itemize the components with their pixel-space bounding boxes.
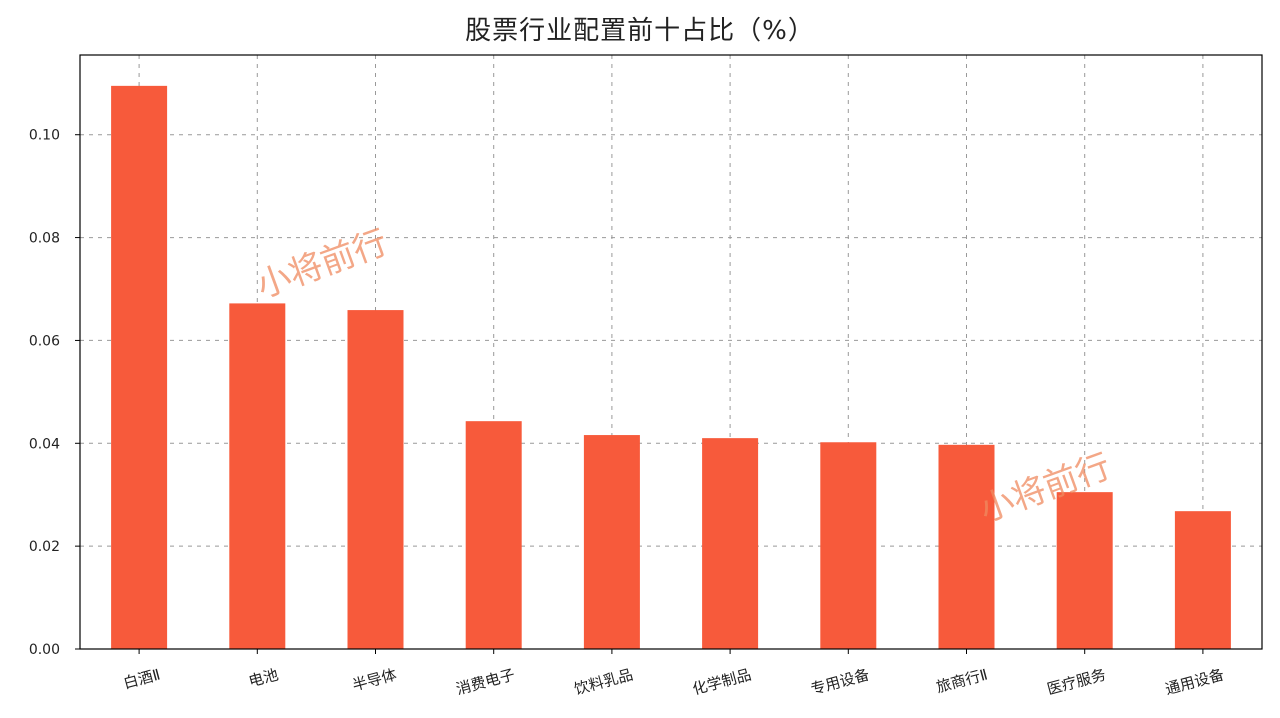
- y-tick-label: 0.00: [29, 642, 60, 658]
- bars: [111, 85, 1231, 650]
- x-tick-label: 电池: [247, 665, 281, 690]
- x-tick-label: 白酒Ⅱ: [121, 665, 162, 692]
- bar: [820, 442, 877, 649]
- bar: [938, 444, 995, 649]
- x-tick-label: 医疗服务: [1045, 665, 1108, 698]
- bar: [229, 303, 286, 649]
- x-tick-label: 消费电子: [454, 665, 517, 698]
- bar: [1056, 492, 1113, 649]
- chart-title: 股票行业配置前十占比（%）: [465, 16, 815, 46]
- x-tick-label: 化学制品: [691, 665, 754, 698]
- x-tick-label: 通用设备: [1163, 665, 1226, 698]
- bar: [583, 435, 640, 649]
- bar: [347, 310, 404, 649]
- bar: [465, 421, 522, 649]
- y-tick-label: 0.10: [29, 128, 60, 144]
- x-tick-label: 饮料乳品: [572, 665, 635, 698]
- y-tick-label: 0.06: [29, 333, 60, 349]
- bar: [111, 85, 168, 650]
- x-tick-label: 专用设备: [809, 665, 872, 698]
- bar: [702, 438, 759, 649]
- y-tick-label: 0.04: [29, 436, 60, 452]
- bar: [1174, 511, 1231, 649]
- x-axis: 白酒Ⅱ 电池 半导体 消费电子 饮料乳品 化学制品 专用设备 旅商行Ⅱ 医疗服务 通用设备: [121, 649, 1226, 698]
- x-tick-label: 半导体: [350, 665, 398, 694]
- plot-frame: [79, 54, 1263, 650]
- y-axis: 0.00 0.02 0.04 0.06 0.08 0.10: [29, 128, 80, 658]
- y-tick-label: 0.08: [29, 231, 60, 247]
- y-tick-label: 0.02: [29, 539, 60, 555]
- x-tick-label: 旅商行Ⅱ: [934, 665, 989, 696]
- watermark-1: 小将前行: [251, 222, 392, 306]
